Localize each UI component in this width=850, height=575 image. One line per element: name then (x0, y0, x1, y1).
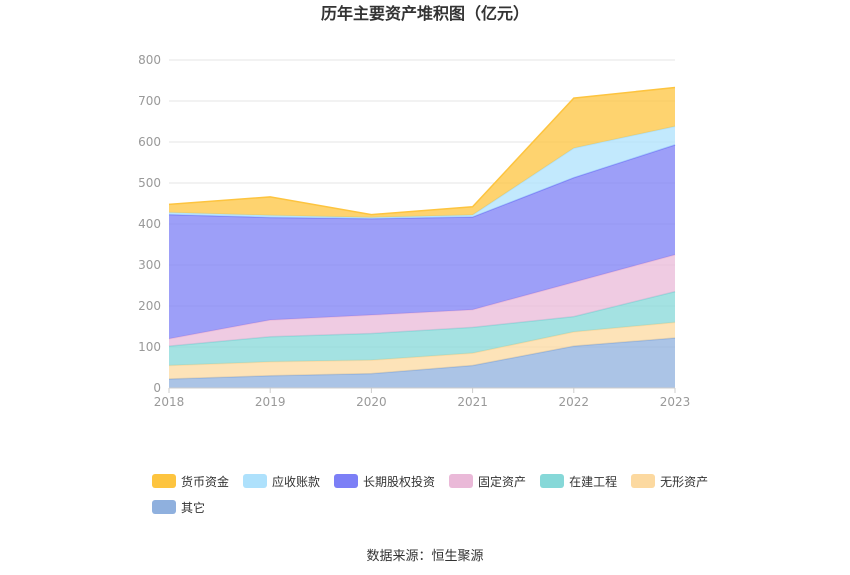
area-series-edge-6 (168, 86, 676, 216)
area-series-edge-5 (168, 125, 676, 219)
area-series (168, 86, 676, 388)
legend-label: 货币资金 (181, 474, 230, 489)
area-series-5 (169, 126, 675, 219)
y-tick-label: 500 (138, 176, 161, 190)
legend-label: 其它 (181, 500, 206, 515)
legend-item[interactable]: 长期股权投资 (334, 472, 435, 490)
legend-swatch (540, 474, 565, 488)
axes: 0 100 200 300 400 500 600 700 800 2018 2019 2020 202… (138, 53, 690, 409)
area-series-2 (169, 291, 675, 366)
legend-item[interactable]: 其它 (152, 498, 205, 516)
y-tick-label: 600 (138, 135, 161, 149)
legend-label: 无形资产 (660, 474, 709, 489)
area-series-6 (169, 87, 675, 218)
y-tick-label: 0 (153, 381, 161, 395)
area-series-edge-4 (168, 144, 676, 220)
legend-swatch (243, 474, 268, 488)
legend-item[interactable]: 无形资产 (631, 472, 708, 490)
x-tick-label: 2023 (660, 395, 691, 409)
y-tick-label: 300 (138, 258, 161, 272)
x-tick-label: 2019 (255, 395, 286, 409)
legend-label: 长期股权投资 (363, 474, 436, 489)
x-tick-label: 2022 (559, 395, 590, 409)
y-tick-label: 800 (138, 53, 161, 67)
data-source-note: 数据来源：恒生聚源 (366, 549, 484, 564)
legend-item[interactable]: 在建工程 (540, 472, 617, 490)
legend-swatch (631, 474, 656, 488)
area-series-1 (169, 322, 675, 379)
legend-swatch (449, 474, 474, 488)
legend-swatch (152, 500, 176, 514)
x-tick-label: 2020 (356, 395, 387, 409)
legend-label: 固定资产 (478, 474, 527, 489)
legend-item[interactable]: 固定资产 (449, 472, 526, 490)
area-series-3 (169, 254, 675, 347)
legend-item[interactable]: 应收账款 (243, 472, 320, 490)
y-tick-label: 400 (138, 217, 161, 231)
x-tick-label: 2021 (457, 395, 488, 409)
chart-title: 历年主要资产堆积图（亿元） (320, 4, 529, 23)
x-tick-label: 2018 (154, 395, 185, 409)
y-tick-label: 100 (138, 340, 161, 354)
area-series-4 (169, 144, 675, 339)
y-tick-label: 700 (138, 94, 161, 108)
area-series-edge-3 (168, 254, 676, 340)
stacked-area-chart: 0 100 200 300 400 500 600 700 800 2018 2019 2020 202… (138, 53, 690, 409)
legend-label: 应收账款 (272, 474, 321, 489)
legend-item[interactable]: 货币资金 (152, 472, 229, 490)
legend-swatch (334, 474, 359, 488)
chart-legend: 货币资金 应收账款 长期股权投资 固定资产 在建工程 无形资产其它 (152, 472, 732, 516)
y-tick-label: 200 (138, 299, 161, 313)
legend-swatch (152, 474, 176, 488)
legend-label: 在建工程 (569, 474, 618, 489)
